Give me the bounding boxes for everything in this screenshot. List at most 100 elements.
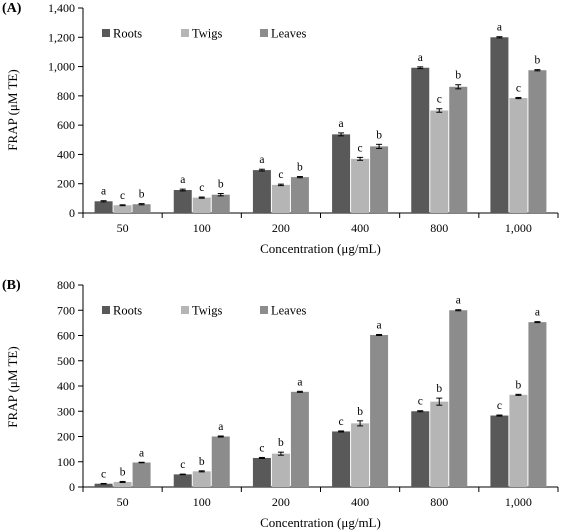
significance-label: c [339,416,344,428]
panel-label: (B) [2,278,21,293]
bar [94,483,113,487]
bar [490,415,509,487]
bar [370,334,389,487]
significance-label: b [218,179,224,191]
significance-label: b [199,456,205,468]
panel-label: (A) [2,1,22,16]
significance-label: a [418,52,423,64]
y-tick-label: 1,000 [48,60,75,74]
y-tick-label: 100 [57,455,75,469]
bar [332,431,351,487]
legend-swatch [181,306,189,314]
significance-label: a [259,154,264,166]
bar [192,471,211,487]
y-tick-label: 300 [57,404,75,418]
bar [113,481,132,487]
significance-label: c [358,142,363,154]
x-tick-label: 200 [272,221,290,235]
y-tick-label: 500 [57,354,75,368]
significance-label: c [437,94,442,106]
x-tick-label: 100 [193,495,211,509]
significance-label: a [218,421,223,433]
x-axis-title: Concentration (μg/mL) [260,241,381,256]
significance-label: a [180,174,185,186]
bar [192,197,211,213]
significance-label: b [516,379,522,391]
x-axis-title: Concentration (μg/mL) [260,515,381,530]
x-tick-label: 100 [193,221,211,235]
legend-label: Leaves [271,27,307,41]
y-tick-label: 600 [57,118,75,132]
y-tick-label: 800 [57,89,75,103]
significance-label: a [456,295,461,307]
significance-label: b [297,162,303,174]
significance-label: b [376,129,382,141]
significance-label: a [497,22,502,34]
bar [211,194,230,213]
bar [252,170,271,213]
significance-label: b [278,437,284,449]
panel-a: (A) 0 200 400 600 800 1,000 1,200 1,400 50 a c b 100 a… [2,1,559,256]
bar [271,453,290,487]
y-tick-label: 200 [57,177,75,191]
y-tick-label: 400 [57,147,75,161]
significance-label: b [455,70,461,82]
bar [290,177,309,213]
significance-label: a [535,307,540,319]
x-tick-label: 1,000 [505,495,532,509]
bar [528,70,547,213]
legend-swatch [102,29,110,37]
bar [411,411,430,487]
x-tick-label: 1,000 [505,221,532,235]
bar [351,158,370,213]
y-tick-label: 1,400 [48,1,75,15]
significance-label: b [139,189,145,201]
legend-label: Twigs [192,27,223,41]
bar [449,310,468,487]
significance-label: c [516,82,521,94]
y-tick-label: 800 [57,278,75,292]
bar [332,134,351,213]
bar [271,184,290,213]
x-tick-label: 200 [272,495,290,509]
x-tick-label: 800 [430,221,448,235]
y-tick-label: 1,200 [48,30,75,44]
x-tick-label: 400 [351,221,369,235]
legend-label: Roots [113,27,142,41]
legend-swatch [181,29,189,37]
bar [509,98,528,213]
x-tick-label: 50 [117,221,129,235]
legend-label: Leaves [271,304,307,318]
significance-label: b [120,466,126,478]
x-tick-label: 800 [430,495,448,509]
y-tick-label: 700 [57,303,75,317]
significance-label: c [101,468,106,480]
significance-label: a [139,447,144,459]
y-tick-label: 600 [57,329,75,343]
significance-label: b [357,406,363,418]
bar [173,190,192,213]
significance-label: b [535,55,541,67]
legend-label: Twigs [192,304,223,318]
y-axis-title: FRAP (μM TE) [5,69,20,150]
bar [490,37,509,214]
bar [430,110,449,213]
bar [290,391,309,487]
bar [351,423,370,487]
bar [132,204,151,213]
bar [113,205,132,213]
y-tick-label: 400 [57,379,75,393]
bar [211,436,230,487]
bar [132,462,151,487]
significance-label: c [180,459,185,471]
x-tick-label: 50 [117,495,129,509]
bar [449,86,468,213]
bar [430,401,449,487]
bar [252,457,271,487]
significance-label: c [278,169,283,181]
legend-label: Roots [113,304,142,318]
y-tick-label: 0 [69,480,75,494]
bar [94,201,113,213]
legend-swatch [260,29,268,37]
